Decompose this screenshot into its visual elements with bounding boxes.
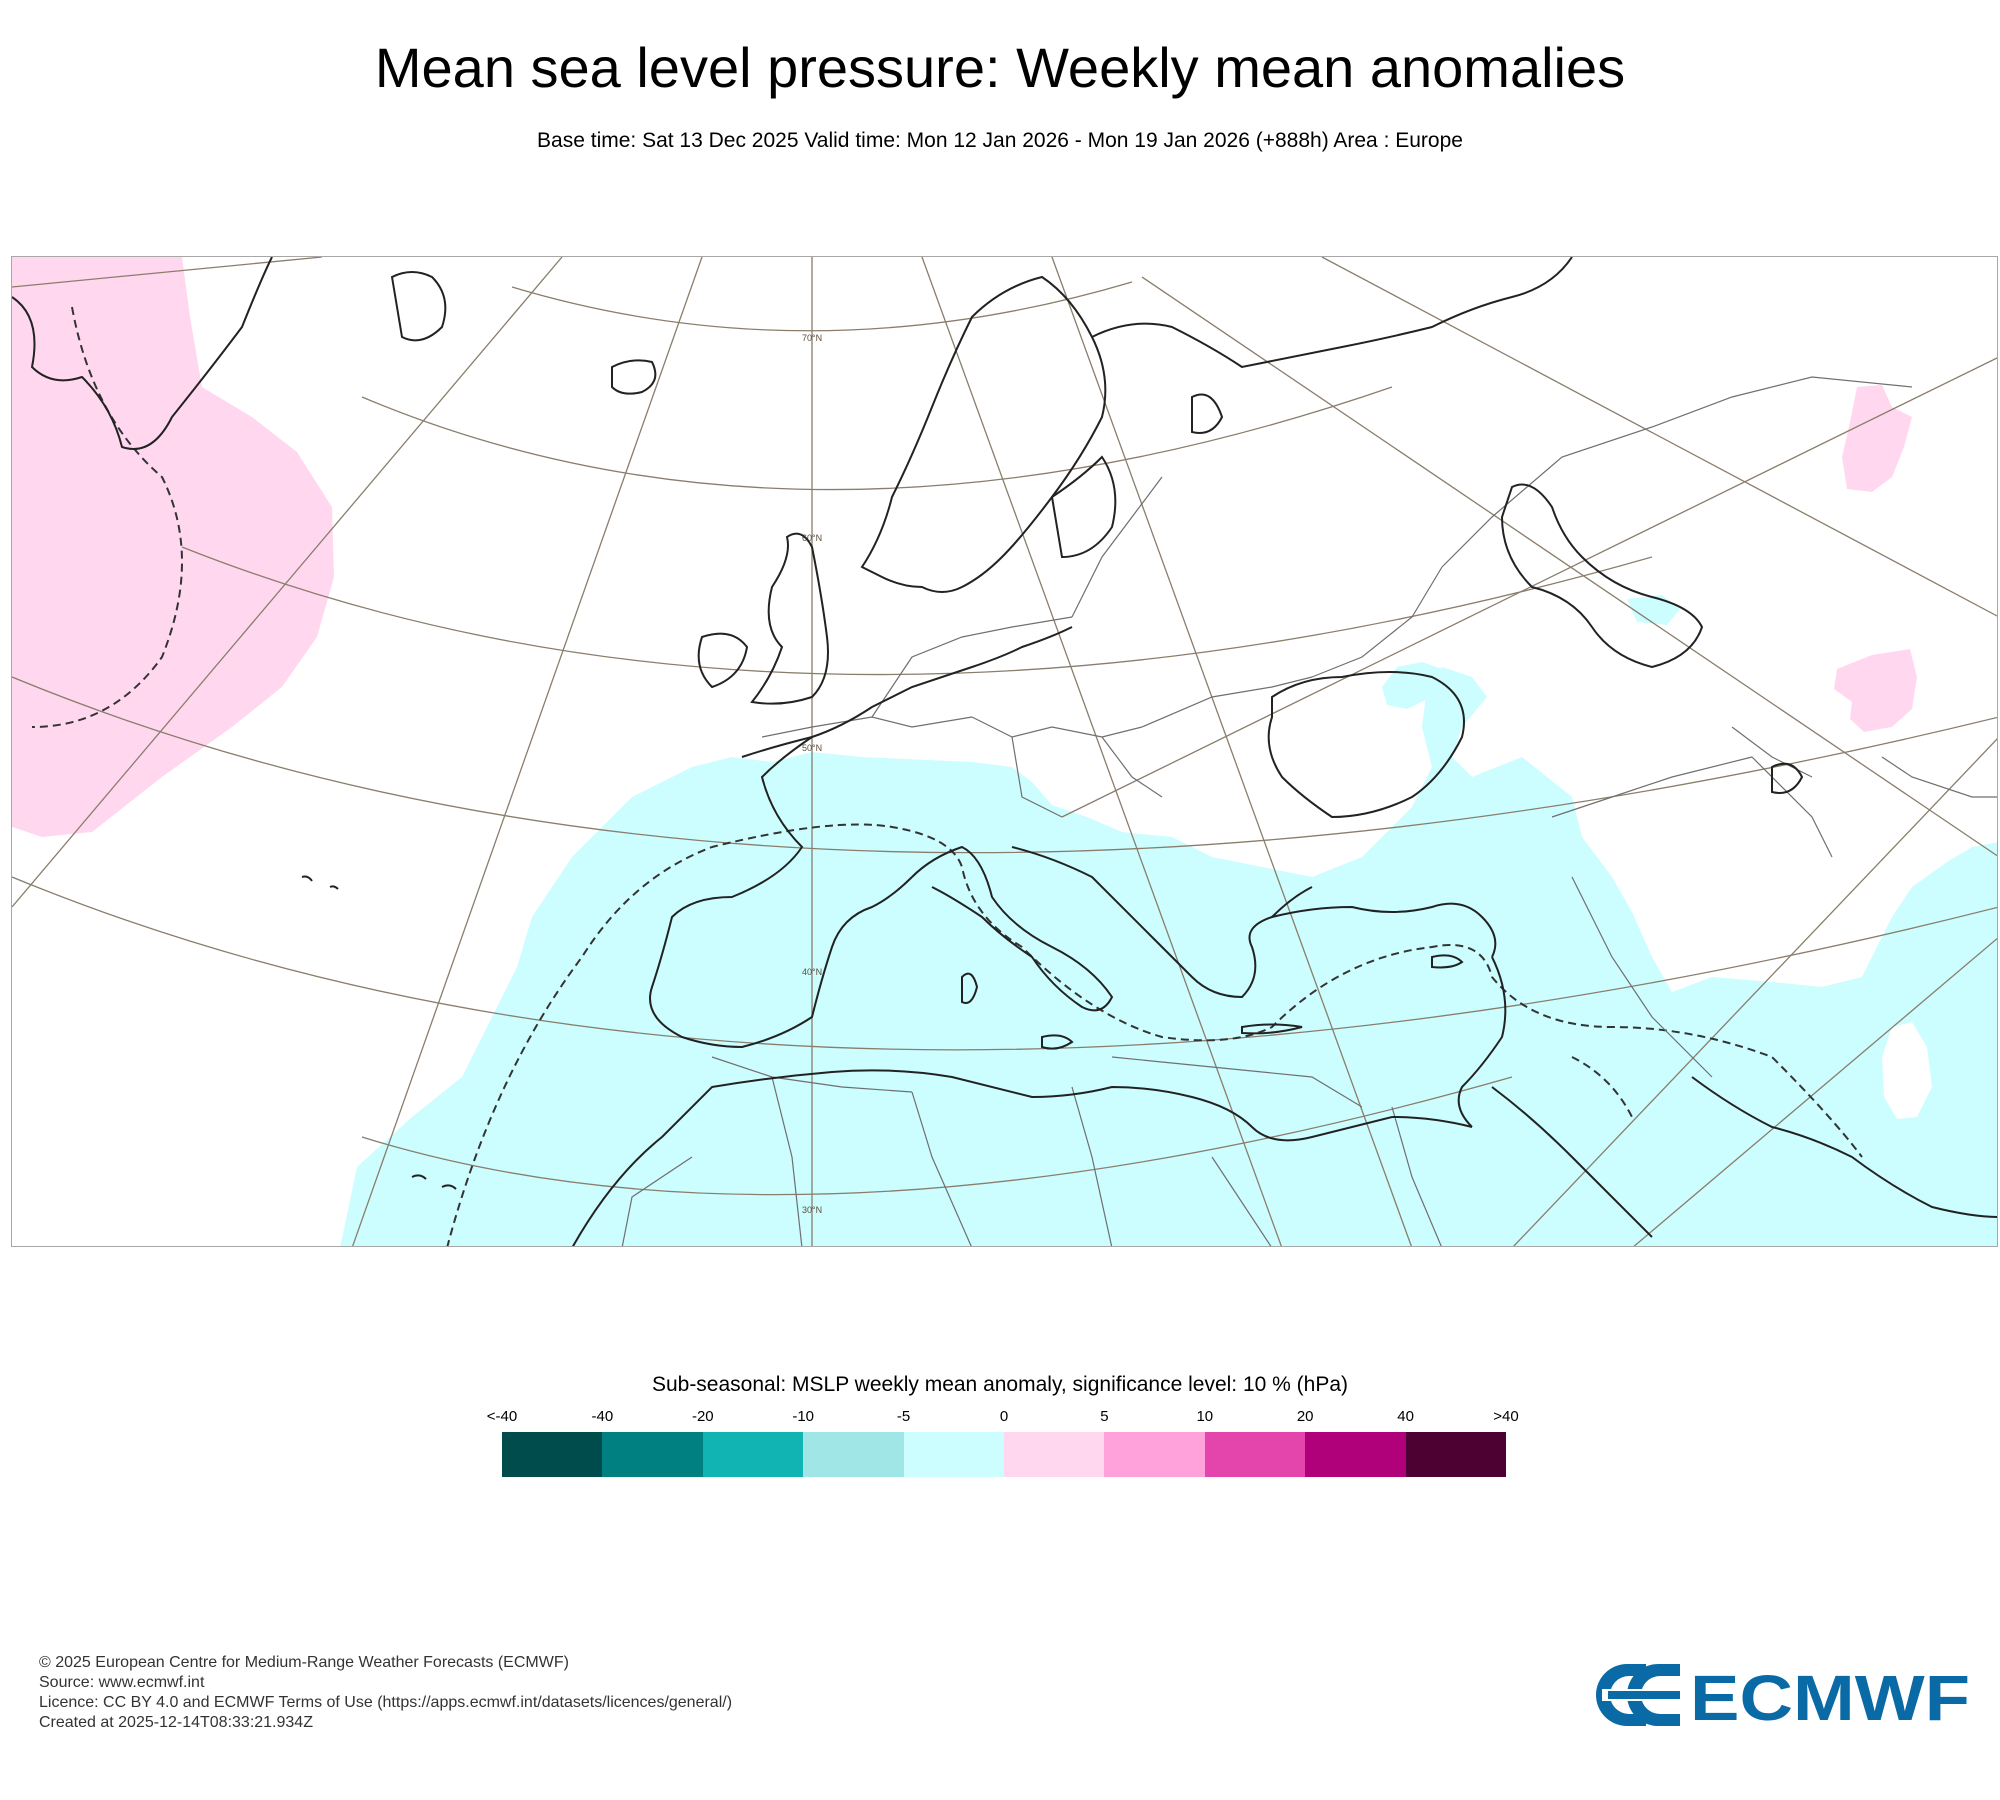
negative-anomaly-black-sea	[1382, 662, 1442, 709]
coast-persian-gulf	[1691, 1076, 1997, 1218]
coast-arctic-russia	[1091, 257, 1573, 369]
coast-levant	[1457, 956, 1507, 1128]
legend-tick: >40	[1493, 1408, 1519, 1425]
significance-contours	[31, 306, 1863, 1246]
coast-western-europe	[741, 626, 1073, 758]
coast-white-sea	[1191, 393, 1224, 434]
footer-credits: © 2025 European Centre for Medium-Range …	[39, 1653, 732, 1733]
positive-anomaly-north-atlantic	[12, 257, 334, 837]
coast-italy	[911, 845, 1114, 1012]
lat-label-60: 60°N	[802, 533, 822, 543]
legend-tick: 5	[1100, 1408, 1109, 1425]
coast-iceland	[611, 359, 657, 395]
chart-subtitle: Base time: Sat 13 Dec 2025 Valid time: M…	[537, 129, 1463, 152]
footer-created: Created at 2025-12-14T08:33:21.934Z	[39, 1714, 313, 1731]
coast-scandinavia	[860, 275, 1107, 593]
coastlines	[12, 257, 1997, 1246]
coast-sicily	[1041, 1034, 1074, 1050]
country-borders	[621, 376, 1997, 1246]
coast-ireland	[697, 632, 749, 689]
europe-map: 70°N 60°N 50°N 40°N 30°N	[12, 257, 1997, 1246]
footer-source: Source: www.ecmwf.int	[39, 1674, 205, 1691]
lat-label-30: 30°N	[802, 1205, 822, 1215]
legend-tick: -10	[792, 1408, 815, 1425]
footer-licence: Licence: CC BY 4.0 and ECMWF Terms of Us…	[39, 1694, 733, 1711]
coast-azores	[301, 875, 339, 890]
legend-swatch	[602, 1432, 703, 1477]
legend-tick-labels: <-40 -40 -20 -10 -5 0 5 10 20 40 >40	[487, 1408, 1519, 1428]
ecmwf-logo-mark	[1596, 1664, 1680, 1726]
legend-swatch	[702, 1432, 804, 1477]
coast-cyprus	[1431, 954, 1464, 969]
legend-tick: 20	[1296, 1408, 1314, 1425]
legend-tick: 10	[1196, 1408, 1214, 1425]
chart-title: Mean sea level pressure: Weekly mean ano…	[374, 36, 1626, 99]
legend-swatch	[502, 1432, 603, 1477]
coast-greenland	[12, 257, 273, 450]
coast-sardinia	[961, 972, 979, 1004]
coast-crete	[1241, 1023, 1303, 1035]
lat-label-50: 50°N	[802, 743, 822, 753]
coast-uk	[750, 532, 829, 705]
footer-copyright: © 2025 European Centre for Medium-Range …	[39, 1654, 569, 1671]
coast-turkey	[1271, 902, 1497, 958]
coast-north-africa	[571, 1069, 1473, 1246]
legend-tick: -40	[591, 1408, 614, 1425]
latitude-labels: 70°N 60°N 50°N 40°N 30°N	[802, 333, 822, 1215]
coast-finland	[1050, 455, 1117, 559]
no-anomaly-arabia	[1882, 1022, 1932, 1119]
legend-swatch	[803, 1432, 904, 1477]
coast-black-sea	[1267, 671, 1465, 819]
positive-anomaly-caspian-east	[1834, 649, 1917, 732]
legend-swatch	[1305, 1432, 1406, 1477]
coast-svalbard	[390, 271, 447, 342]
lat-label-40: 40°N	[802, 967, 822, 977]
negative-anomaly-caspian	[1627, 595, 1680, 625]
coast-balkans-greece	[1011, 846, 1313, 999]
legend-swatch	[1104, 1432, 1205, 1477]
coast-france-iberia	[649, 736, 913, 1049]
negative-anomaly-mediterranean	[340, 667, 1997, 1246]
coast-canaries	[411, 1174, 457, 1190]
coast-caspian	[1500, 483, 1704, 669]
legend-tick: -5	[896, 1408, 911, 1425]
legend-swatch	[1405, 1432, 1507, 1477]
ecmwf-logo: ECMWF	[1596, 1662, 1970, 1728]
legend-swatch	[1204, 1432, 1306, 1477]
legend-title: Sub-seasonal: MSLP weekly mean anomaly, …	[651, 1373, 1349, 1396]
legend-tick: 40	[1397, 1408, 1414, 1425]
map-panel: 70°N 60°N 50°N 40°N 30°N	[11, 256, 1998, 1247]
legend-tick: -20	[691, 1408, 714, 1425]
legend-swatch	[903, 1432, 1005, 1477]
lat-label-70: 70°N	[802, 333, 822, 343]
ecmwf-logo-text: ECMWF	[1690, 1662, 1970, 1728]
coast-red-sea	[1491, 1086, 1653, 1238]
legend-tick: <-40	[486, 1408, 518, 1425]
coast-aral	[1771, 762, 1804, 794]
legend-swatch	[1004, 1432, 1105, 1477]
legend-color-bar	[502, 1432, 1507, 1477]
positive-anomaly-siberia	[1842, 385, 1912, 492]
legend-tick: 0	[999, 1408, 1009, 1425]
